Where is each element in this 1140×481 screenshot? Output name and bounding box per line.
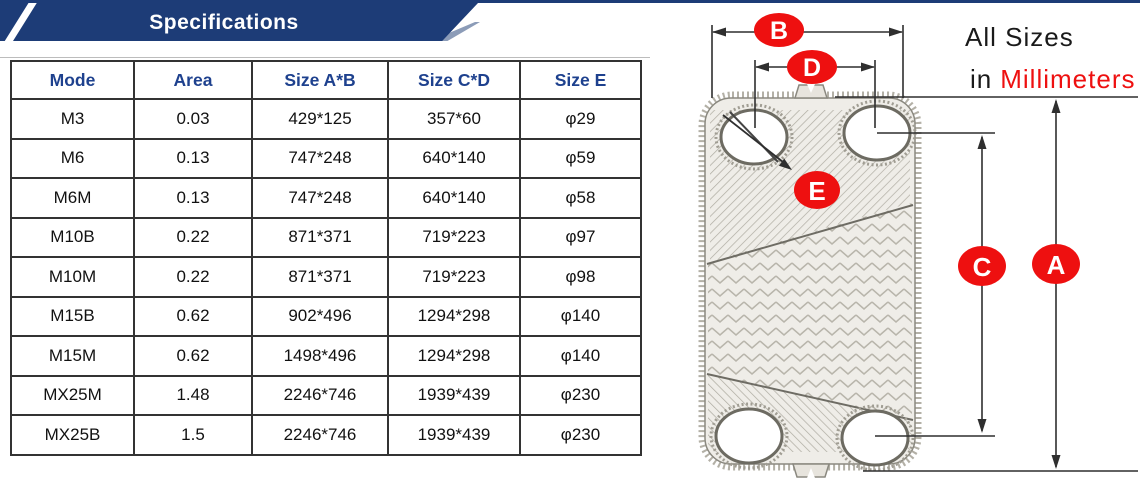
table-cell: 2246*746	[251, 414, 389, 456]
dimension-c	[875, 132, 995, 437]
table-body: M3 0.03 429*125 357*60 φ29 M6 0.13 747*248 640*1…	[10, 98, 642, 456]
table-row: M15B 0.62 902*496 1294*298 φ140	[10, 295, 642, 337]
table-cell: MX25B	[10, 414, 135, 456]
dimension-label-d: D	[803, 54, 821, 82]
table-cell: 0.13	[133, 177, 253, 219]
dimension-e	[722, 114, 792, 170]
label-badge-b	[754, 13, 804, 47]
table-cell: M3	[10, 98, 135, 140]
dimension-label-a: A	[1047, 250, 1066, 280]
table-row: M10M 0.22 871*371 719*223 φ98	[10, 256, 642, 298]
column-header-area: Area	[133, 60, 253, 100]
table-cell: 0.22	[133, 216, 253, 258]
plate-dimension-diagram: E B D C A All Sizes in Mil	[698, 13, 1138, 478]
table-row: M15M 0.62 1498*496 1294*298 φ140	[10, 335, 642, 377]
table-cell: 871*371	[251, 216, 389, 258]
table-cell: 429*125	[251, 98, 389, 140]
table-row: M6M 0.13 747*248 640*140 φ58	[10, 177, 642, 219]
section-title: Specifications	[149, 11, 299, 34]
table-cell: φ59	[519, 137, 642, 179]
table-cell: M10B	[10, 216, 135, 258]
table-cell: 0.03	[133, 98, 253, 140]
table-cell: φ97	[519, 216, 642, 258]
dimension-label-b: B	[770, 17, 788, 45]
table-row: MX25M 1.48 2246*746 1939*439 φ230	[10, 374, 642, 416]
table-cell: 1939*439	[387, 374, 521, 416]
table-cell: φ140	[519, 335, 642, 377]
plate-illustration	[698, 84, 922, 478]
banner-divider-rule	[0, 57, 650, 58]
table-row: M3 0.03 429*125 357*60 φ29	[10, 98, 642, 140]
label-badge-e	[794, 171, 840, 209]
column-header-size-e: Size E	[519, 60, 642, 100]
table-cell: φ98	[519, 256, 642, 298]
table-cell: M10M	[10, 256, 135, 298]
table-cell: 747*248	[251, 137, 389, 179]
table-cell: M6M	[10, 177, 135, 219]
table-cell: M6	[10, 137, 135, 179]
table-cell: φ58	[519, 177, 642, 219]
column-header-size-cd: Size C*D	[387, 60, 521, 100]
table-cell: 1294*298	[387, 335, 521, 377]
table-cell: 0.22	[133, 256, 253, 298]
table-cell: 747*248	[251, 177, 389, 219]
table-cell: 0.13	[133, 137, 253, 179]
table-cell: M15M	[10, 335, 135, 377]
dimension-label-c: C	[973, 252, 992, 282]
dimension-label-e: E	[808, 176, 825, 206]
units-note: All Sizes in Millimeters	[965, 22, 1135, 94]
table-row: M10B 0.22 871*371 719*223 φ97	[10, 216, 642, 258]
table-cell: φ230	[519, 414, 642, 456]
column-header-mode: Mode	[10, 60, 135, 100]
table-cell: 640*140	[387, 137, 521, 179]
table-cell: 640*140	[387, 177, 521, 219]
table-header-row: Mode Area Size A*B Size C*D Size E	[10, 60, 642, 100]
table-cell: 1498*496	[251, 335, 389, 377]
label-badge-a	[1032, 244, 1080, 284]
table-cell: φ29	[519, 98, 642, 140]
column-header-size-ab: Size A*B	[251, 60, 389, 100]
table-cell: 871*371	[251, 256, 389, 298]
section-banner: Specifications	[0, 3, 478, 41]
table-cell: 1939*439	[387, 414, 521, 456]
top-border-rule	[0, 0, 1140, 3]
label-badge-c	[958, 246, 1006, 286]
table-row: M6 0.13 747*248 640*140 φ59	[10, 137, 642, 179]
table-cell: 719*223	[387, 216, 521, 258]
units-note-line1: All Sizes	[965, 22, 1074, 52]
table-cell: 2246*746	[251, 374, 389, 416]
table-cell: 902*496	[251, 295, 389, 337]
units-note-millimeters: Millimeters	[1000, 64, 1135, 94]
label-badge-d	[787, 50, 837, 84]
table-cell: φ230	[519, 374, 642, 416]
table-cell: 1.5	[133, 414, 253, 456]
table-cell: M15B	[10, 295, 135, 337]
table-cell: 357*60	[387, 98, 521, 140]
units-note-line2: in Millimeters	[970, 64, 1135, 94]
table-cell: 1.48	[133, 374, 253, 416]
table-cell: 0.62	[133, 295, 253, 337]
units-note-in: in	[970, 64, 992, 94]
table-cell: 1294*298	[387, 295, 521, 337]
table-cell: MX25M	[10, 374, 135, 416]
dimension-a	[835, 96, 1138, 472]
table-row: MX25B 1.5 2246*746 1939*439 φ230	[10, 414, 642, 456]
table-header: Mode Area Size A*B Size C*D Size E	[10, 60, 642, 100]
table-cell: 719*223	[387, 256, 521, 298]
dimension-b	[711, 25, 904, 98]
table-cell: φ140	[519, 295, 642, 337]
specifications-table: Mode Area Size A*B Size C*D Size E M3 0.0…	[10, 60, 642, 456]
table-cell: 0.62	[133, 335, 253, 377]
